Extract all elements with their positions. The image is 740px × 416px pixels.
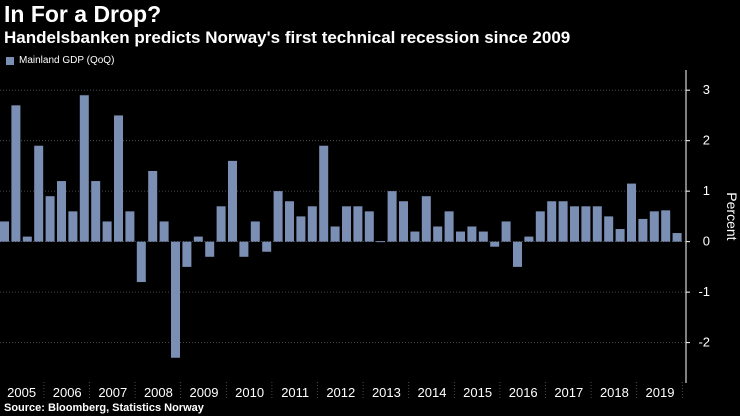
bar (182, 241, 192, 267)
legend-label: Mainland GDP (QoQ) (19, 55, 115, 66)
bar (467, 226, 477, 242)
bar (364, 211, 374, 242)
bar (342, 206, 351, 242)
bar (456, 231, 465, 242)
bar (205, 241, 215, 257)
bar (478, 231, 488, 242)
legend: Mainland GDP (QoQ) (6, 55, 114, 66)
bar (273, 191, 283, 242)
bar (558, 201, 568, 242)
bar (330, 226, 340, 242)
bar (228, 160, 237, 242)
x-axis: 2005 2006 2007 2008 2009 2010 2011 2012 2013 2014… (7, 385, 674, 400)
bar (57, 181, 66, 242)
chart-subtitle: Handelsbanken predicts Norway's first te… (4, 28, 571, 47)
x-tick-label: 2014 (418, 385, 447, 400)
bar (125, 211, 135, 242)
x-tick-label: 2010 (235, 385, 264, 400)
bar (627, 183, 636, 242)
source-note: Source: Bloomberg, Statistics Norway (4, 402, 204, 414)
y-tick-label: -1 (698, 284, 710, 299)
bar (102, 221, 112, 242)
bar (11, 105, 21, 242)
bar (296, 216, 306, 242)
bar (570, 206, 579, 242)
bar (661, 210, 671, 242)
bar (581, 206, 591, 242)
bar (148, 170, 158, 242)
bar (444, 211, 454, 242)
y-tick-label: -2 (698, 335, 710, 350)
y-axis-title: Percent (724, 192, 740, 240)
bar (547, 201, 557, 242)
bar (592, 206, 602, 242)
y-tick-label: 2 (703, 133, 710, 148)
x-tick-label: 2019 (646, 385, 675, 400)
bar (285, 201, 294, 242)
bar (410, 231, 420, 242)
bar (239, 241, 249, 257)
bar (649, 211, 659, 242)
y-axis: -2 -1 0 1 2 3 Percent (685, 70, 740, 383)
bar (307, 206, 317, 242)
bar (91, 181, 101, 242)
x-tick-label: 2006 (53, 385, 82, 400)
bar (387, 191, 397, 242)
bar (159, 221, 169, 242)
bar (604, 216, 614, 242)
bar (672, 233, 682, 242)
bar (68, 211, 78, 242)
bar (513, 241, 522, 267)
bar (399, 201, 408, 242)
x-tick-label: 2011 (281, 385, 309, 400)
x-tick-label: 2016 (509, 385, 538, 400)
y-tick-label: 3 (703, 82, 710, 97)
bar (262, 241, 272, 252)
x-tick-label: 2008 (144, 385, 173, 400)
bar (193, 236, 203, 242)
gridlines (0, 89, 686, 400)
legend-swatch (6, 56, 14, 65)
bar (353, 206, 363, 242)
bar (0, 221, 9, 242)
bar (45, 196, 55, 242)
bar (490, 241, 500, 247)
bar (535, 211, 545, 242)
x-tick-label: 2018 (600, 385, 629, 400)
bar (34, 145, 44, 242)
bar (376, 241, 386, 243)
bar (319, 145, 329, 242)
y-tick-label: 0 (703, 234, 710, 249)
chart-title: In For a Drop? (4, 1, 162, 27)
bar (615, 229, 625, 242)
bar (171, 241, 180, 358)
bar (638, 218, 648, 242)
x-tick-label: 2007 (98, 385, 127, 400)
bar (433, 226, 443, 242)
bar (22, 236, 32, 242)
bar (136, 241, 146, 283)
bars (0, 95, 682, 358)
x-tick-label: 2012 (326, 385, 355, 400)
y-tick-label: 1 (703, 183, 710, 198)
bar (216, 206, 226, 242)
bar (421, 196, 431, 242)
x-tick-label: 2013 (372, 385, 401, 400)
x-tick-label: 2009 (190, 385, 219, 400)
bar (114, 115, 123, 242)
bar (501, 221, 511, 242)
bar (524, 236, 534, 242)
x-tick-label: 2017 (554, 385, 583, 400)
bar (250, 221, 260, 242)
x-tick-label: 2005 (7, 385, 36, 400)
x-tick-label: 2015 (463, 385, 492, 400)
bar (79, 95, 89, 242)
